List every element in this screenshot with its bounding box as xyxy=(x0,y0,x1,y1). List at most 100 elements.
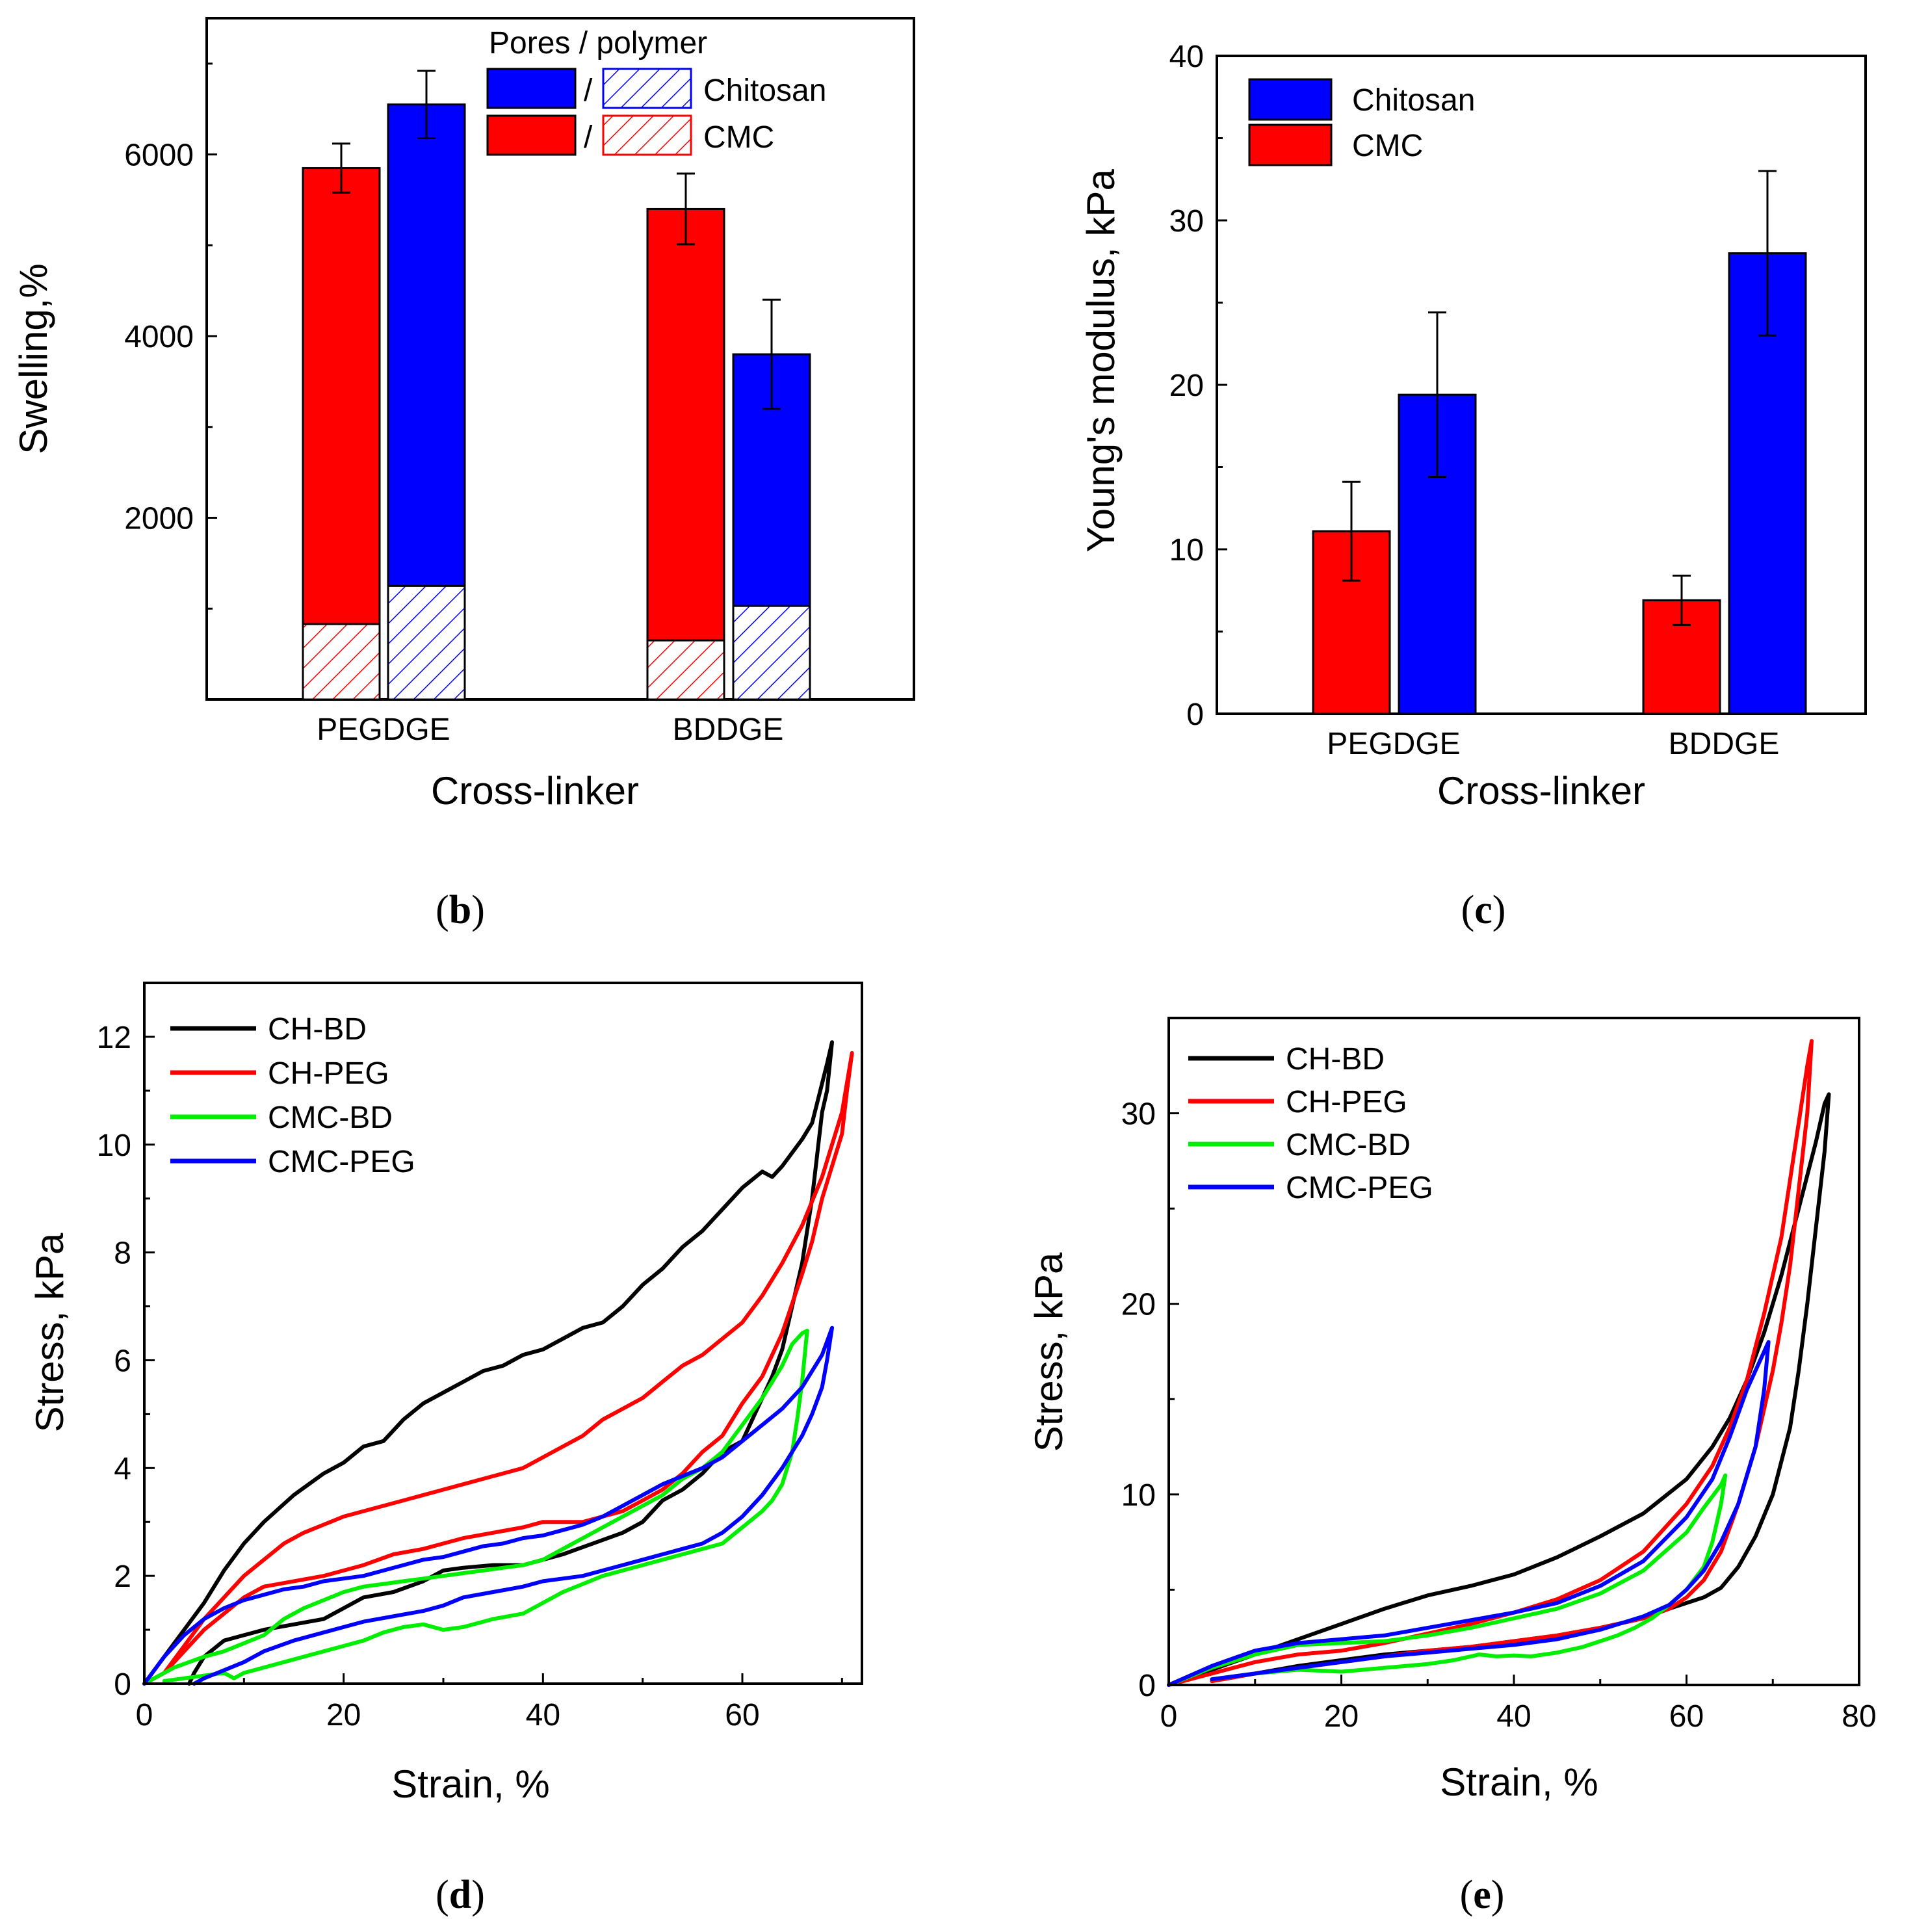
b-legend-swatch-cmc-pores xyxy=(486,114,577,156)
c-legend-swatch-chitosan xyxy=(1248,78,1333,121)
c-x-ticks: PEGDGE BDDGE xyxy=(1327,727,1779,761)
d-lines-group xyxy=(142,1040,854,1686)
e-y-axis-title: Stress, kPa xyxy=(1027,1252,1071,1452)
b-y-tick-label-2000: 2000 xyxy=(124,502,194,536)
e-x-axis-title: Strain, % xyxy=(1440,1760,1598,1804)
d-y-tick-label-10: 10 xyxy=(97,1129,131,1163)
c-legend-swatch-cmc xyxy=(1248,124,1333,166)
e-lines-group xyxy=(1167,1039,1831,1687)
d-y-tick-label-12: 12 xyxy=(97,1021,131,1055)
e-legend-label-cmc-bd: CMC-BD xyxy=(1286,1128,1411,1162)
b-bar-cmc-pegdge-polymer xyxy=(303,624,380,699)
b-x-axis-title: Cross-linker xyxy=(431,769,639,813)
c-y-tick-label-40: 40 xyxy=(1169,40,1204,74)
b-legend-swatch-chitosan-pores xyxy=(486,68,577,109)
d-legend-label-ch-bd: CH-BD xyxy=(268,1012,367,1047)
d-y-tick-label-8: 8 xyxy=(114,1236,131,1271)
c-legend-label-cmc: CMC xyxy=(1352,129,1423,163)
c-y-tick-label-10: 10 xyxy=(1169,533,1204,568)
b-bar-cmc-pegdge-pores xyxy=(303,168,380,625)
b-y-axis-title: Swelling,% xyxy=(12,263,55,454)
d-y-tick-label-4: 4 xyxy=(114,1452,131,1486)
c-y-axis-title: Young's modulus, kPa xyxy=(1079,169,1123,553)
e-y-tick-label-10: 10 xyxy=(1121,1478,1156,1513)
panel-label-e: (e) xyxy=(1460,1873,1505,1917)
c-y-tick-label-0: 0 xyxy=(1186,698,1204,732)
c-y-tick-label-20: 20 xyxy=(1169,369,1204,403)
panel-b-swelling-chart: 2000 4000 6000 PEGDGE BDDGE Swelling,% Cros… xyxy=(12,17,915,813)
d-x-ticks: 0 20 40 60 xyxy=(136,1673,843,1732)
b-legend-swatch-chitosan-polymer xyxy=(602,68,692,109)
d-series-cmc-bd xyxy=(142,1328,809,1686)
e-legend: CH-BD CH-PEG CMC-BD CMC-PEG xyxy=(1188,1042,1433,1205)
e-x-tick-label-60: 60 xyxy=(1669,1699,1704,1734)
c-x-tick-label-bddge: BDDGE xyxy=(1669,727,1780,761)
c-legend-label-chitosan: Chitosan xyxy=(1352,83,1475,118)
e-series-ch-bd xyxy=(1167,1092,1831,1687)
d-y-axis-title: Stress, kPa xyxy=(28,1233,72,1432)
e-y-tick-label-20: 20 xyxy=(1121,1288,1156,1322)
c-y-tick-label-30: 30 xyxy=(1169,204,1204,239)
d-series-ch-peg xyxy=(142,1051,854,1686)
e-y-tick-label-30: 30 xyxy=(1121,1097,1156,1132)
b-legend-separator-cmc: / xyxy=(584,120,593,155)
b-x-tick-label-bddge: BDDGE xyxy=(673,712,784,747)
b-legend: Pores / polymer / Chitosan / CMC xyxy=(486,26,826,156)
e-legend-label-cmc-peg: CMC-PEG xyxy=(1286,1171,1433,1205)
panel-label-d: (d) xyxy=(436,1873,485,1917)
e-x-tick-label-20: 20 xyxy=(1324,1699,1359,1734)
d-legend: CH-BD CH-PEG CMC-BD CMC-PEG xyxy=(170,1012,415,1179)
d-y-tick-label-0: 0 xyxy=(114,1667,131,1702)
b-bar-cmc-bddge-pores xyxy=(647,209,724,641)
d-legend-label-cmc-bd: CMC-BD xyxy=(268,1101,393,1135)
b-y-ticks: 2000 4000 6000 xyxy=(124,62,217,701)
b-x-tick-label-pegdge: PEGDGE xyxy=(317,712,450,747)
d-x-axis-title: Strain, % xyxy=(391,1762,549,1806)
b-x-ticks: PEGDGE BDDGE xyxy=(317,712,783,747)
c-bars-group xyxy=(1312,170,1807,715)
d-series-ch-bd xyxy=(142,1040,834,1686)
e-y-ticks: 0 10 20 30 xyxy=(1121,1017,1179,1703)
b-y-tick-label-4000: 4000 xyxy=(124,320,194,354)
panel-c-youngs-modulus-chart: 0 10 20 30 40 PEGDGE BDDGE Young's modulus, k… xyxy=(1079,40,1867,813)
b-y-tick-label-6000: 6000 xyxy=(124,138,194,173)
d-x-tick-label-0: 0 xyxy=(136,1698,153,1732)
panel-label-c: (c) xyxy=(1461,888,1506,932)
e-legend-label-ch-bd: CH-BD xyxy=(1286,1042,1385,1077)
b-legend-title: Pores / polymer xyxy=(489,26,707,60)
d-legend-label-cmc-peg: CMC-PEG xyxy=(268,1145,415,1179)
e-series-ch-peg xyxy=(1167,1039,1814,1687)
b-legend-separator-chitosan: / xyxy=(584,73,593,108)
b-legend-swatch-cmc-polymer xyxy=(602,114,692,156)
e-x-tick-label-0: 0 xyxy=(1160,1699,1178,1734)
d-y-ticks: 0 2 4 6 8 10 12 xyxy=(97,982,155,1702)
c-legend: Chitosan CMC xyxy=(1248,78,1475,166)
d-y-tick-label-6: 6 xyxy=(114,1344,131,1378)
d-x-tick-label-60: 60 xyxy=(725,1698,759,1732)
b-bar-chitosan-pegdge-polymer xyxy=(388,586,465,699)
e-legend-label-ch-peg: CH-PEG xyxy=(1286,1085,1407,1119)
e-x-ticks: 0 20 40 60 80 xyxy=(1160,1675,1877,1734)
d-plot-frame xyxy=(143,982,863,1685)
c-y-ticks: 0 10 20 30 40 xyxy=(1169,40,1227,732)
b-bars-group xyxy=(302,70,811,701)
b-bar-chitosan-bddge-polymer xyxy=(733,606,810,699)
d-y-tick-label-2: 2 xyxy=(114,1560,131,1594)
c-x-tick-label-pegdge: PEGDGE xyxy=(1327,727,1460,761)
e-x-tick-label-40: 40 xyxy=(1496,1699,1531,1734)
b-bar-chitosan-pegdge-pores xyxy=(388,104,465,586)
e-x-tick-label-80: 80 xyxy=(1842,1699,1876,1734)
b-legend-label-chitosan: Chitosan xyxy=(703,73,826,108)
e-series-cmc-peg xyxy=(1167,1340,1771,1687)
c-x-axis-title: Cross-linker xyxy=(1437,769,1645,813)
d-x-tick-label-40: 40 xyxy=(526,1698,560,1732)
b-plot-frame xyxy=(205,17,915,701)
b-legend-label-cmc: CMC xyxy=(703,120,774,155)
d-series-cmc-peg xyxy=(142,1325,834,1686)
e-y-tick-label-0: 0 xyxy=(1138,1669,1156,1703)
panel-label-b: (b) xyxy=(436,888,485,932)
d-x-tick-label-20: 20 xyxy=(326,1698,361,1732)
